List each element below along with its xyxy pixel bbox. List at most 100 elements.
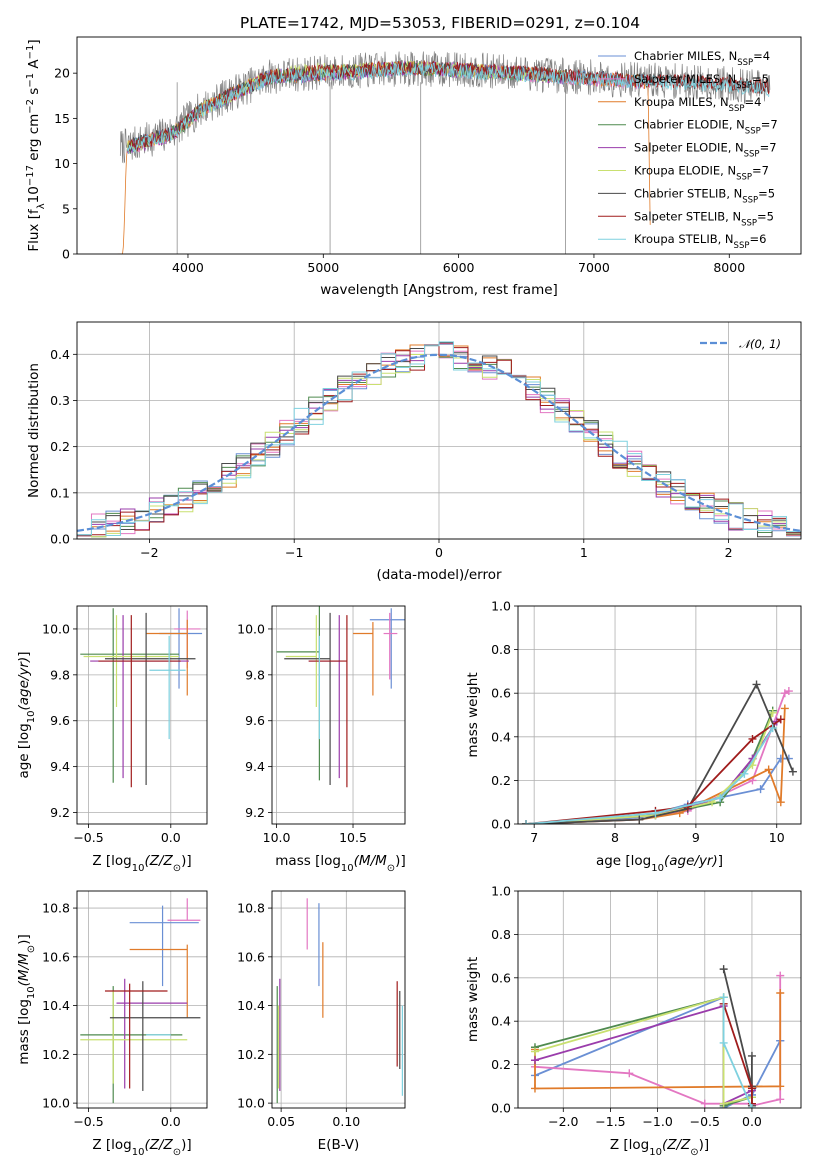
legend-entry-sub: SSP [744,150,760,160]
legend-entry: Chabrier ELODIE, NSSP=7 [634,118,778,137]
x-axis-label-part: (Z/Z [144,853,173,869]
legend-entry-sub: SSP [741,218,757,228]
x-axis-label-part: 10 [132,1147,145,1158]
y-axis-label: mass weight [465,672,481,757]
y-tick-label: 0.2 [491,1057,511,1072]
y-tick-label: 9.4 [245,759,265,774]
y-axis-label: age [log10(age/yr)] [16,651,37,778]
y-tick-label: 0.4 [491,1014,511,1029]
legend-entry-value: =7 [761,118,778,132]
mass_vs_Z-plot-area [80,898,201,1104]
x-axis-label-part: )] [181,853,192,869]
y-tick-label: 5 [62,201,70,216]
x-axis-label: Z [log10(Z/Z⊙)] [610,1137,709,1158]
legend-entry-sub: SSP [745,127,761,137]
y-tick-label: 9.4 [50,759,70,774]
legend-entry-value: =7 [752,164,769,178]
legend-entry-sub: SSP [737,58,753,68]
y-tick-label: 0.6 [491,686,511,701]
y-tick-label: 15 [54,111,70,126]
y-tick-label: 10.0 [237,1096,265,1111]
y-tick-label: 10.2 [42,1047,70,1062]
y-tick-label: 1.0 [491,599,511,614]
x-tick-label: −2 [140,545,158,560]
weight-series-line [526,727,774,824]
x-axis-label-part: 10 [341,863,354,874]
y-tick-label: 0.2 [491,773,511,788]
y-tick-label: 10.2 [237,1047,265,1062]
y-tick-label: 9.6 [50,713,70,728]
gaussian-curve [77,353,801,532]
weight-marker [764,765,773,774]
y-tick-label: 10 [54,156,70,171]
x-axis-label: Z [log10(Z/Z⊙)] [92,1137,191,1158]
legend-entry: 𝒩(0, 1) [739,337,781,351]
y-tick-label: 0.4 [50,347,70,362]
legend-entry-sub: SSP [734,241,750,251]
y-tick-label: 10.6 [42,949,70,964]
weight-marker [776,715,785,724]
weights_vs_Z-axes: −2.0 −1.5 −1.0 −0.5 0.0 0.0 0.2 0.4 0.6 0.8 1.0 [491,884,801,1129]
weight-marker [780,689,789,698]
mass_vs_Z-frame [76,890,208,1109]
spectrum-axes: 4000 5000 6000 7000 8000 0 5 10 15 20 [54,66,745,275]
x-tick-label: 8000 [713,260,745,275]
y-tick-label: 1.0 [491,884,511,899]
y-tick-label: 0.8 [491,642,511,657]
x-tick-label: 2 [725,545,733,560]
weight-marker [530,1056,539,1065]
weight-marker [522,820,531,824]
age_vs_Z-frame [76,605,208,825]
legend-entry-value: =5 [758,186,775,200]
mass_vs_ebv-axes: 0.05 0.10 10.0 10.2 10.4 10.6 10.8 [237,891,405,1129]
y-tick-label: 0.6 [491,970,511,985]
legend-entry-sub: SSP [736,81,752,91]
model-spectrum-line [117,61,651,254]
y-axis-label-part: λ [36,203,47,209]
y-axis-label-part: s [26,88,42,99]
x-tick-label: 7000 [578,260,610,275]
weight-marker [776,971,785,980]
weight-marker [776,1095,785,1104]
mass_vs_ebv-plot-area [276,898,403,1104]
age_vs_Z-axes: −0.5 0.0 9.2 9.4 9.6 9.8 10.0 [42,606,207,845]
weights_vs_Z-frame [517,890,802,1109]
x-tick-label: 10.5 [339,830,367,845]
y-tick-label: 0.2 [50,439,70,454]
weight-marker [716,793,725,802]
x-axis-label-part: )] [699,1137,710,1153]
y-tick-label: 9.6 [245,713,265,728]
residuals-frame [76,321,802,540]
mass_vs_Z-axes: −0.5 0.0 10.0 10.2 10.4 10.6 10.8 [42,891,207,1129]
y-axis-label-part: erg cm [26,114,42,165]
weight-marker [768,708,777,717]
y-axis-label-part: −17 [25,165,36,186]
weight-marker [530,1047,539,1056]
x-axis-label-part: )] [181,1137,192,1153]
weight-marker [719,1038,728,1047]
weight-marker [740,769,749,778]
x-axis-label-part: (Z/Z [144,1137,173,1153]
x-tick-label: 1 [580,545,588,560]
y-axis-label: mass [log10(M/M⊙)] [16,934,37,1064]
y-tick-label: 0.0 [491,1101,511,1116]
x-axis-label: (data-model)/error [376,567,502,583]
x-axis-label: age [log10(age/yr)] [596,853,723,874]
x-axis-label-part: 10 [649,1147,662,1158]
x-axis-label-part: 10 [651,863,664,874]
y-tick-label: 9.8 [245,667,265,682]
y-tick-label: 9.2 [50,805,70,820]
weight-marker [784,687,793,696]
age_vs_mass-axes: 10.0 10.5 9.2 9.4 9.6 9.8 10.0 [237,606,405,845]
weight-series-line [534,996,753,1105]
legend-entry: Salpeter STELIB, NSSP=5 [634,209,774,228]
y-tick-label: 0 [62,247,70,262]
weight-marker [719,993,728,1002]
legend-entry: Chabrier STELIB, NSSP=5 [634,186,775,205]
mass_vs_ebv-frame [271,890,406,1109]
y-tick-label: 10.0 [42,1096,70,1111]
x-tick-label: 5000 [307,260,339,275]
x-tick-label: 9 [692,830,700,845]
weight-marker [748,734,757,743]
